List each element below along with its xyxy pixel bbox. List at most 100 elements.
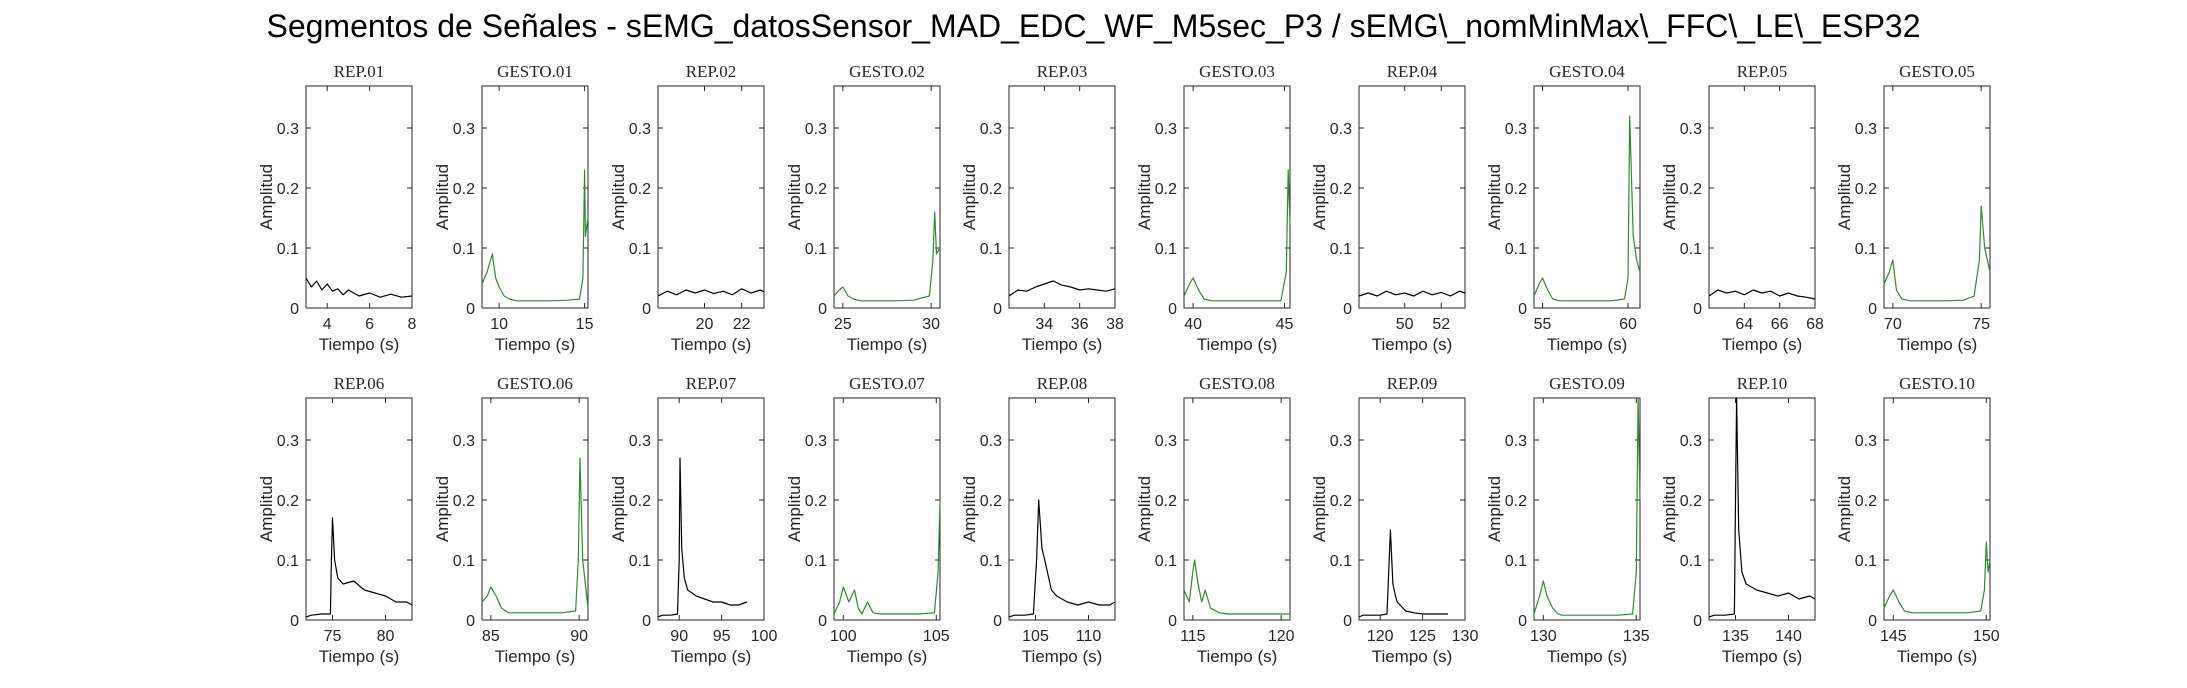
panel-9-title: REP.05: [1737, 62, 1788, 81]
panel-14-xtick-label: 100: [830, 628, 857, 645]
panel-1-ytick-label: 0.1: [277, 241, 299, 258]
panel-15-axes-box: [1008, 397, 1116, 621]
panel-7-ylabel: Amplitud: [1310, 164, 1329, 230]
panel-4-xtick-label: 25: [834, 316, 852, 333]
panel-4-title: GESTO.02: [849, 62, 925, 81]
panel-1-ytick-label: 0.2: [277, 181, 299, 198]
panel-3-series-line: [657, 288, 765, 297]
panel-3-xtick-label: 20: [696, 316, 714, 333]
panel-2-series-line: [481, 169, 589, 302]
panel-6-axes-box: [1183, 85, 1291, 309]
panel-5-ytick-label: 0.3: [980, 121, 1002, 138]
panel-9-ytick-label: 0.3: [1680, 121, 1702, 138]
panel-13-ylabel: Amplitud: [609, 476, 628, 542]
panel-7-axes-box: [1358, 85, 1466, 309]
panel-2-xtick-label: 15: [576, 316, 594, 333]
panel-13-title: REP.07: [686, 374, 737, 393]
panel-11-series-line: [305, 517, 413, 618]
panel-3-ylabel: Amplitud: [609, 164, 628, 230]
panel-8-title: GESTO.04: [1549, 62, 1625, 81]
panel-3-ytick-label: 0.3: [629, 121, 651, 138]
panel-12-ytick-label: 0: [466, 613, 475, 630]
panel-5-title: REP.03: [1037, 62, 1088, 81]
panel-11-ylabel: Amplitud: [257, 476, 276, 542]
panel-19-ytick-label: 0.1: [1680, 553, 1702, 570]
panel-15-ytick-label: 0.2: [980, 493, 1002, 510]
panel-5-xtick-label: 38: [1106, 316, 1124, 333]
panel-11-title: REP.06: [334, 374, 385, 393]
panel-16-xtick-label: 120: [1268, 628, 1295, 645]
panel-7-ytick-label: 0: [1343, 301, 1352, 318]
panel-14-axes-box: [833, 397, 941, 621]
panel-9-xlabel: Tiempo (s): [1722, 335, 1803, 354]
panel-13-ytick-label: 0.2: [629, 493, 651, 510]
panel-14-ytick-label: 0: [818, 613, 827, 630]
panel-6-ytick-label: 0.1: [1155, 241, 1177, 258]
panel-6-title: GESTO.03: [1199, 62, 1275, 81]
panel-17-ylabel: Amplitud: [1310, 476, 1329, 542]
panel-18-xlabel: Tiempo (s): [1547, 647, 1628, 666]
panel-15-ytick-label: 0.3: [980, 433, 1002, 450]
panel-17-axes-box: [1358, 397, 1466, 621]
panel-19-title: REP.10: [1737, 374, 1788, 393]
panel-20-ylabel: Amplitud: [1835, 476, 1854, 542]
panel-11-ytick-label: 0.1: [277, 553, 299, 570]
panel-1-xtick-label: 4: [323, 316, 332, 333]
panel-9-xtick-label: 64: [1735, 316, 1753, 333]
panel-6-ytick-label: 0.2: [1155, 181, 1177, 198]
panel-12-title: GESTO.06: [497, 374, 573, 393]
panel-18-series-line: [1533, 397, 1641, 616]
panel-19-ylabel: Amplitud: [1660, 476, 1679, 542]
panel-17-xlabel: Tiempo (s): [1372, 647, 1453, 666]
panel-7-xtick-label: 50: [1396, 316, 1414, 333]
panel-19-ytick-label: 0: [1693, 613, 1702, 630]
panel-6-ylabel: Amplitud: [1135, 164, 1154, 230]
panel-8-xtick-label: 55: [1534, 316, 1552, 333]
panel-20-xtick-label: 145: [1880, 628, 1907, 645]
panel-20-axes-box: [1883, 397, 1991, 621]
panel-1-xlabel: Tiempo (s): [319, 335, 400, 354]
panel-15-ytick-label: 0.1: [980, 553, 1002, 570]
panel-15-xlabel: Tiempo (s): [1022, 647, 1103, 666]
panel-10-ytick-label: 0.1: [1855, 241, 1877, 258]
panel-9-ylabel: Amplitud: [1660, 164, 1679, 230]
panel-20-xlabel: Tiempo (s): [1897, 647, 1978, 666]
panel-16-xlabel: Tiempo (s): [1197, 647, 1278, 666]
panel-10-ytick-label: 0.2: [1855, 181, 1877, 198]
panel-12-ytick-label: 0.2: [453, 493, 475, 510]
panel-13-ytick-label: 0.1: [629, 553, 651, 570]
panel-14-xtick-label: 105: [923, 628, 950, 645]
panel-20-ytick-label: 0.2: [1855, 493, 1877, 510]
panel-9-ytick-label: 0.1: [1680, 241, 1702, 258]
panel-8-ylabel: Amplitud: [1485, 164, 1504, 230]
panel-16-ylabel: Amplitud: [1135, 476, 1154, 542]
panel-10-series-line: [1883, 205, 1991, 302]
panel-2-ytick-label: 0.2: [453, 181, 475, 198]
panel-16-title: GESTO.08: [1199, 374, 1275, 393]
panel-17-ytick-label: 0.3: [1330, 433, 1352, 450]
panel-2-ytick-label: 0.1: [453, 241, 475, 258]
panel-7-ytick-label: 0.3: [1330, 121, 1352, 138]
panel-7-ytick-label: 0.2: [1330, 181, 1352, 198]
panel-2-ytick-label: 0: [466, 301, 475, 318]
panel-13-xtick-label: 95: [713, 628, 731, 645]
panel-8-ytick-label: 0: [1518, 301, 1527, 318]
panel-16-ytick-label: 0.2: [1155, 493, 1177, 510]
panel-13-ytick-label: 0.3: [629, 433, 651, 450]
panel-4-ytick-label: 0: [818, 301, 827, 318]
panel-15-xtick-label: 110: [1076, 628, 1102, 645]
panel-2-axes-box: [481, 85, 589, 309]
panel-12-xlabel: Tiempo (s): [495, 647, 576, 666]
panel-12-xtick-label: 85: [482, 628, 500, 645]
panel-12-axes-box: [481, 397, 589, 621]
panel-9-xtick-label: 66: [1771, 316, 1789, 333]
panel-4-ytick-label: 0.1: [805, 241, 827, 258]
panel-6-xtick-label: 40: [1184, 316, 1202, 333]
panel-3-ytick-label: 0: [642, 301, 651, 318]
panel-11-xtick-label: 75: [324, 628, 342, 645]
panel-16-ytick-label: 0.3: [1155, 433, 1177, 450]
panel-7-xlabel: Tiempo (s): [1372, 335, 1453, 354]
panel-11-ytick-label: 0: [290, 613, 299, 630]
panel-6-series-line: [1183, 169, 1291, 302]
